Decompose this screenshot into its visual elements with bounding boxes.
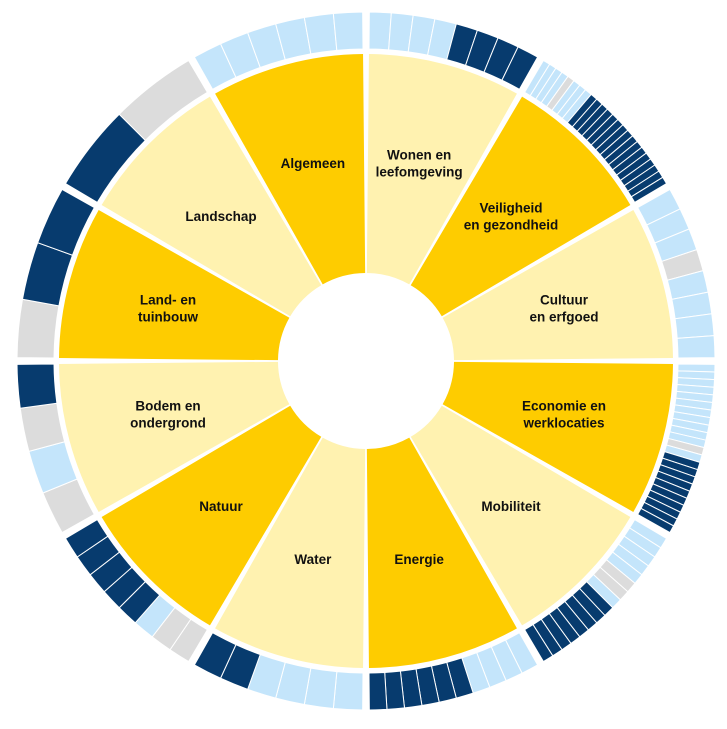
segment-mobiliteit [410, 405, 631, 626]
outer-block-wonen-en-leefomgeving-1 [368, 11, 392, 51]
segment-label-veiligheid-en-gezondheid: Veiligheid en gezondheid [464, 201, 559, 233]
segment-economie-en-werklocaties [442, 361, 673, 512]
outer-block-water-6 [193, 631, 237, 679]
segment-bodem-en-ondergrond [59, 361, 290, 512]
segment-label-cultuur-en-erfgoed: Cultuur en erfgoed [529, 292, 598, 324]
segment-label-land-en-tuinbouw: Land- en tuinbouw [138, 292, 198, 324]
segment-label-bodem-en-ondergrond: Bodem en ondergrond [130, 399, 206, 431]
segment-cultuur-en-erfgoed [442, 210, 673, 361]
segment-veiligheid-en-gezondheid [410, 96, 631, 317]
inner-ring [59, 54, 673, 668]
outer-block-land-en-tuinbouw-1 [16, 298, 60, 359]
outer-block-algemeen-6 [332, 11, 364, 51]
segment-label-energie: Energie [394, 552, 444, 567]
segment-wonen-en-leefomgeving [366, 54, 517, 285]
segment-algemeen [215, 54, 366, 285]
segment-label-water: Water [294, 552, 332, 567]
outer-block-veiligheid-en-gezondheid-24 [630, 176, 668, 204]
outer-block-cultuur-en-erfgoed-8 [676, 335, 716, 359]
segment-natuur [101, 405, 322, 626]
segment-label-natuur: Natuur [199, 499, 243, 514]
outer-block-economie-en-werklocaties-23 [636, 507, 675, 534]
segment-label-algemeen: Algemeen [281, 156, 346, 171]
outer-block-mobiliteit-16 [523, 623, 554, 663]
outer-block-landschap-2 [118, 59, 209, 142]
segment-land-en-tuinbouw [59, 210, 290, 361]
outer-block-natuur-8 [64, 518, 109, 558]
segment-label-mobiliteit: Mobiliteit [481, 499, 541, 514]
outer-block-energie-10 [368, 671, 388, 711]
outer-block-land-en-tuinbouw-3 [37, 188, 96, 256]
outer-block-energie-9 [384, 670, 406, 710]
segment-landschap [101, 96, 322, 317]
segment-label-wonen-en-leefomgeving: Wonen en leefomgeving [376, 148, 463, 180]
outer-block-wonen-en-leefomgeving-8 [501, 46, 539, 91]
segment-label-economie-en-werklocaties: Economie en werklocaties [522, 399, 606, 431]
outer-ring [16, 11, 716, 711]
segment-water [215, 437, 366, 668]
segment-label-landschap: Landschap [185, 209, 256, 224]
segment-energie [366, 437, 517, 668]
outer-block-water-1 [332, 671, 364, 711]
outer-block-bodem-en-ondergrond-4 [16, 363, 58, 409]
